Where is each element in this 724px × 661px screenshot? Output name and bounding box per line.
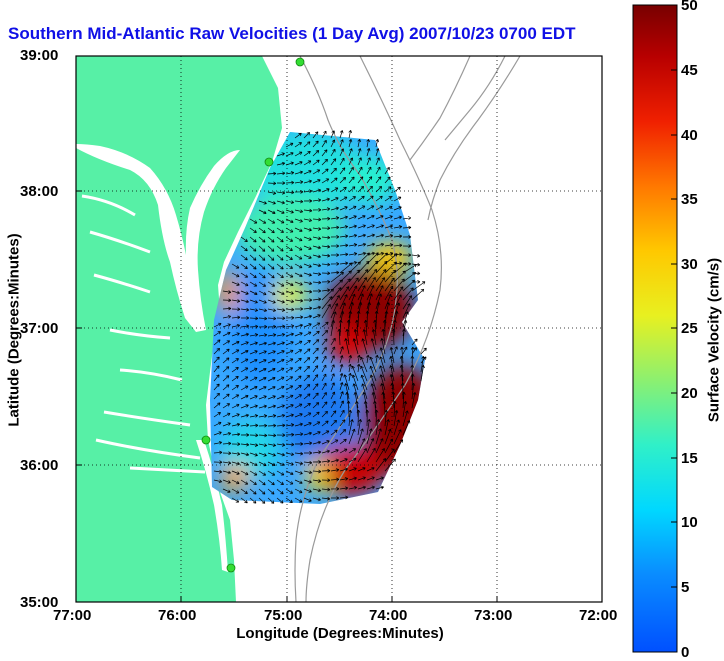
colorbar-tick-label: 5 [681,579,690,596]
colorbar-tick-label: 20 [681,385,698,402]
sound-water [196,440,228,572]
colorbar-tick-label: 40 [681,127,698,144]
bathymetry-contours [294,56,521,602]
colorbar-label: Surface Velocity (cm/s) [705,257,723,423]
x-tick-label: 74:00 [369,607,408,624]
y-tick-label: 36:00 [20,457,59,474]
y-tick-label: 39:00 [20,47,59,64]
chesapeake-bay [76,144,240,332]
current-vectors [213,129,427,504]
colorbar-tick-label: 25 [681,320,698,337]
y-tick-label: 35:00 [20,594,59,611]
coastal-land [76,56,282,602]
colorbar-tick-label: 45 [681,62,698,79]
radar-station [295,57,305,67]
colorbar-tick-label: 50 [681,0,698,14]
x-tick-label: 73:00 [474,607,513,624]
map-title: Southern Mid-Atlantic Raw Velocities (1 … [8,24,576,43]
colorbar [632,4,678,653]
x-tick-label: 72:00 [579,607,618,624]
radar-stations [201,57,305,573]
colorbar-tick-label: 15 [681,450,698,467]
current-vector-arrows [213,129,427,504]
x-axis-label: Longitude (Degrees:Minutes) [236,625,444,642]
y-axis-label: Latitude (Degrees:Minutes) [5,233,23,427]
radar-station [201,435,211,445]
y-tick-label: 38:00 [20,183,59,200]
plot-frame [75,55,603,603]
colorbar-ticks [671,69,677,588]
x-tick-label: 75:00 [264,607,303,624]
axis-ticks [76,190,498,602]
x-tick-label: 76:00 [158,607,197,624]
colorbar-tick-label: 0 [681,644,690,661]
colorbar-tick-label: 10 [681,514,698,531]
x-tick-label: 77:00 [53,607,92,624]
bay-tributary [81,194,206,474]
y-tick-label: 37:00 [20,320,59,337]
radar-station [264,157,274,167]
grid-lines [76,56,602,602]
colorbar-tick-label: 30 [681,256,698,273]
radar-station [226,563,236,573]
colorbar-tick-label: 35 [681,191,698,208]
